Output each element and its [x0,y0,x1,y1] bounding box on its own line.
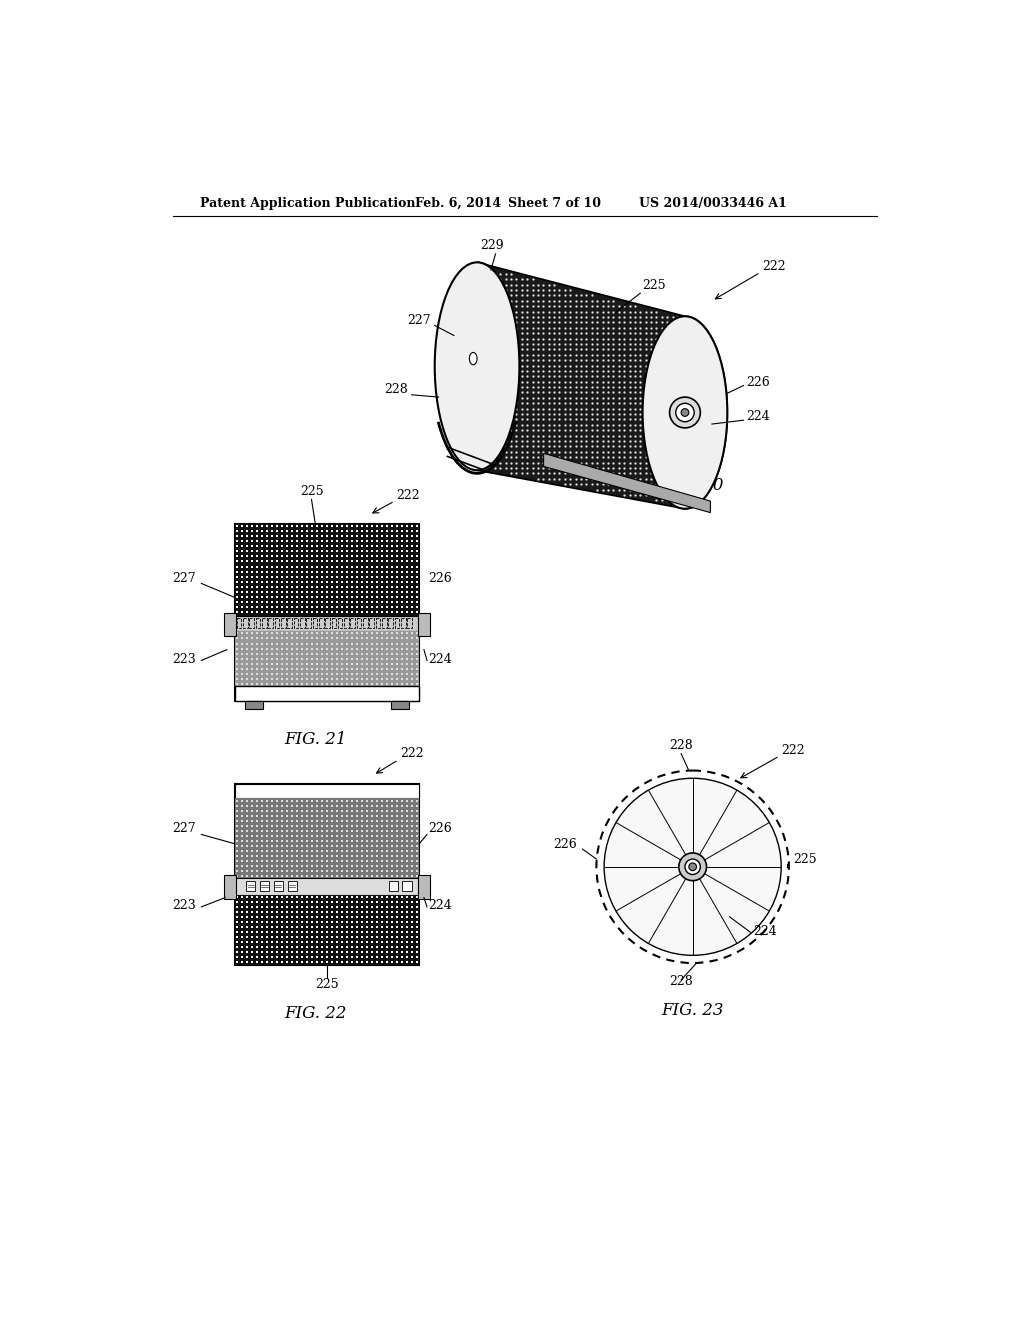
Bar [370,618,374,628]
Text: 229: 229 [480,239,504,252]
Text: 225: 225 [793,853,816,866]
Text: 222: 222 [400,747,424,760]
Text: 227: 227 [408,314,431,327]
Bar [338,618,342,628]
Bar [262,618,266,628]
Bar [350,618,355,628]
Bar [312,618,317,628]
Bar [274,618,280,628]
Ellipse shape [435,263,519,470]
Bar [376,618,380,628]
Bar [234,784,419,965]
Bar [234,631,419,686]
Bar [418,612,430,636]
Circle shape [604,779,781,956]
Text: 226: 226 [553,838,578,850]
Text: Sheet 7 of 10: Sheet 7 of 10 [508,197,601,210]
Bar [318,618,324,628]
Bar [223,612,237,636]
Bar [388,882,397,891]
Bar [237,618,242,628]
Bar [223,874,237,899]
Text: Patent Application Publication: Patent Application Publication [200,197,416,210]
Bar [245,701,263,709]
Bar [394,618,399,628]
Bar [418,874,430,899]
Text: 224: 224 [429,899,453,912]
Bar [364,618,368,628]
Text: FIG. 21: FIG. 21 [284,730,346,747]
Ellipse shape [643,317,727,508]
Bar [243,618,248,628]
Bar [246,882,255,891]
Text: FIG. 20: FIG. 20 [662,477,724,494]
Bar [256,618,260,628]
Text: 226: 226 [429,572,453,585]
Bar [268,618,273,628]
Bar [260,882,269,891]
Text: 222: 222 [762,260,785,273]
Bar [234,615,419,631]
Circle shape [685,859,700,874]
Bar [234,784,419,799]
Bar [273,882,283,891]
Bar [332,618,336,628]
Text: 224: 224 [429,653,453,665]
Text: 228: 228 [670,974,693,987]
Text: 225: 225 [643,280,667,292]
Bar [356,618,361,628]
Text: 227: 227 [172,822,196,836]
Text: 224: 224 [753,924,776,937]
Ellipse shape [469,352,477,364]
Text: 228: 228 [384,383,408,396]
Bar [234,686,419,701]
Text: FIG. 23: FIG. 23 [662,1002,724,1019]
Bar [234,799,419,878]
Circle shape [676,404,694,422]
Bar [234,878,419,895]
Text: 225: 225 [315,978,339,991]
Bar [281,618,286,628]
Circle shape [679,853,707,880]
Bar [344,618,349,628]
Text: 226: 226 [429,822,453,836]
Bar [402,882,412,891]
Text: 226: 226 [746,376,770,388]
Bar [288,882,297,891]
Bar [401,618,406,628]
Bar [408,618,412,628]
Text: 228: 228 [670,739,693,752]
Polygon shape [544,453,711,512]
Bar [300,618,304,628]
Text: 225: 225 [300,484,324,498]
Bar [326,618,330,628]
Bar [391,701,410,709]
Circle shape [670,397,700,428]
Circle shape [681,409,689,416]
Text: 222: 222 [396,488,420,502]
Bar [388,618,393,628]
Circle shape [689,863,696,871]
Text: 223: 223 [172,899,196,912]
Text: 222: 222 [781,743,805,756]
Text: FIG. 22: FIG. 22 [284,1006,346,1023]
Text: 224: 224 [746,411,770,424]
Bar [382,618,387,628]
Bar [234,895,419,965]
Bar [250,618,254,628]
Text: 227: 227 [172,572,196,585]
Bar [234,524,419,615]
Circle shape [596,771,788,964]
Bar [294,618,298,628]
Bar [306,618,311,628]
Polygon shape [477,263,727,508]
Text: US 2014/0033446 A1: US 2014/0033446 A1 [639,197,786,210]
Text: Feb. 6, 2014: Feb. 6, 2014 [416,197,502,210]
Bar [234,524,419,701]
Text: 223: 223 [172,653,196,665]
Bar [288,618,292,628]
